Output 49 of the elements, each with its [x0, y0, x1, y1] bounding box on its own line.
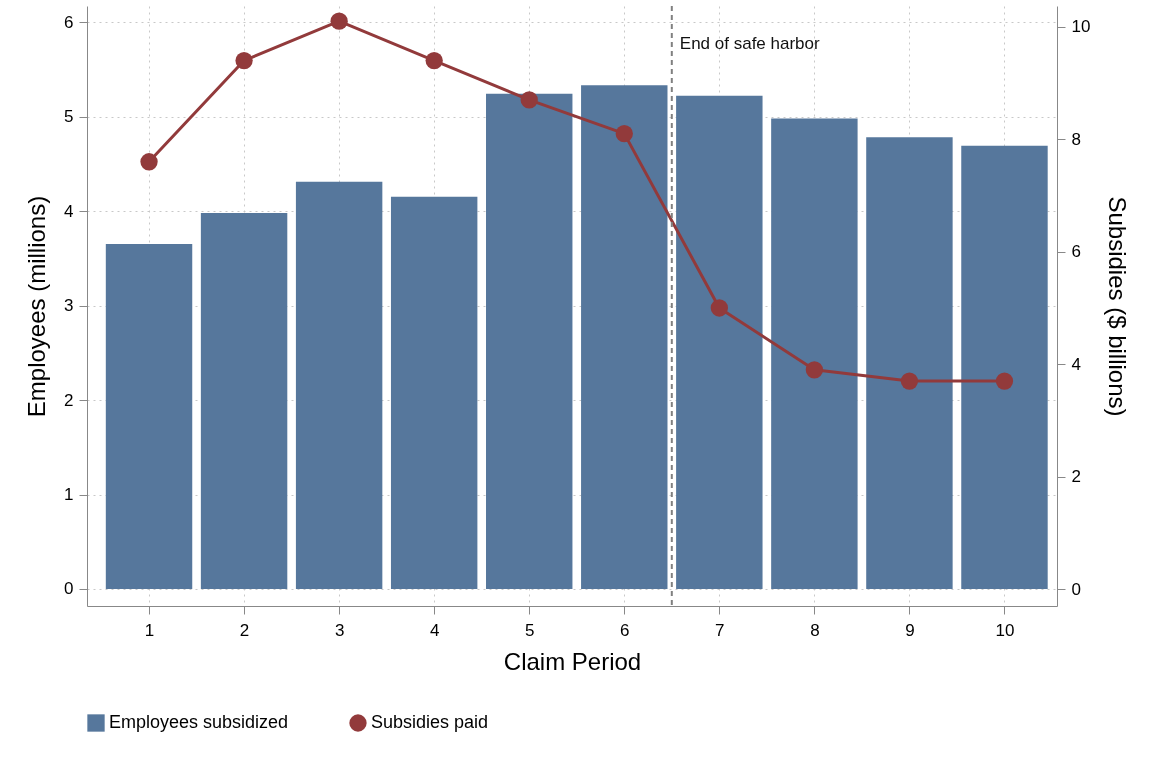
- bar: [390, 196, 478, 589]
- x-tick-label: 10: [995, 620, 1015, 640]
- y2-tick-label: 6: [1071, 242, 1081, 262]
- point: [140, 153, 158, 171]
- y2-tick-label: 10: [1071, 17, 1091, 37]
- y-tick-label: 4: [64, 201, 74, 221]
- y-tick-label: 1: [64, 485, 74, 504]
- y2-axis-title: Subsidies ($ billions): [1104, 196, 1132, 417]
- x-tick-label: 3: [334, 620, 345, 640]
- point: [710, 299, 728, 317]
- x-tick-label: 1: [144, 620, 155, 640]
- bar: [866, 137, 953, 589]
- point: [995, 372, 1014, 390]
- y-tick-label: 0: [64, 579, 74, 599]
- point: [615, 125, 633, 143]
- y-tick-label: 5: [64, 107, 74, 127]
- x-tick-label: 2: [239, 620, 250, 640]
- legend-label: Subsidies paid: [371, 712, 489, 732]
- x-tick-label: 9: [905, 620, 915, 640]
- bar: [105, 244, 193, 589]
- point: [805, 361, 824, 379]
- point: [900, 372, 919, 390]
- y2-tick-label: 2: [1071, 467, 1081, 487]
- bar: [581, 85, 668, 589]
- bar: [771, 118, 858, 589]
- y2-tick-label: 8: [1071, 129, 1081, 149]
- x-tick-label: 5: [524, 620, 535, 640]
- y2-tick-label: 4: [1071, 354, 1081, 374]
- legend-label: Employees subsidized: [109, 712, 289, 732]
- x-tick-label: 4: [429, 620, 440, 640]
- point: [330, 12, 348, 30]
- y-tick-label: 2: [64, 390, 74, 410]
- point: [520, 91, 538, 109]
- point: [425, 51, 443, 70]
- point: [235, 51, 253, 70]
- y2-tick-label: 0: [1071, 579, 1081, 599]
- x-axis-title: Claim Period: [503, 647, 642, 675]
- x-tick-label: 8: [810, 620, 820, 640]
- y-tick-label: 3: [64, 296, 74, 316]
- x-tick-label: 6: [620, 620, 630, 640]
- y-axis-title: Employees (millions): [23, 195, 51, 418]
- x-tick-label: 7: [715, 620, 725, 640]
- bar: [961, 145, 1048, 589]
- bar: [200, 212, 288, 589]
- y-tick-label: 6: [64, 12, 74, 32]
- bar: [676, 95, 763, 589]
- bar: [295, 181, 383, 589]
- ref-line-label: End of safe harbor: [679, 34, 821, 53]
- bar: [486, 93, 573, 589]
